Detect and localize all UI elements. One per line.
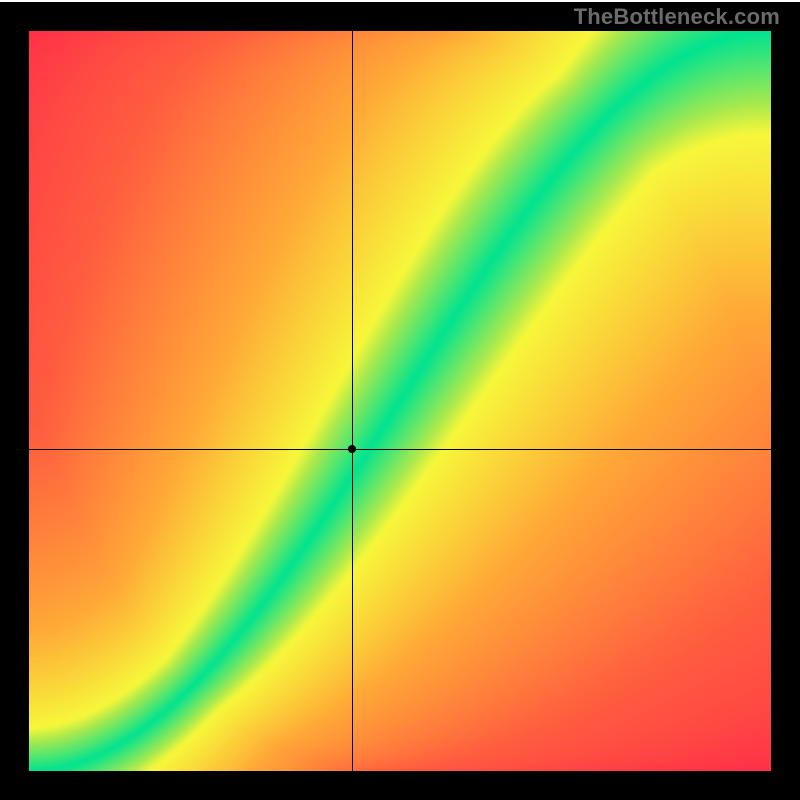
plot-border-right — [771, 31, 800, 771]
crosshair-horizontal — [29, 449, 771, 450]
crosshair-marker — [348, 445, 356, 453]
plot-border-left — [0, 31, 29, 771]
plot-border-bottom — [0, 771, 800, 800]
watermark-text: TheBottleneck.com — [574, 4, 780, 30]
crosshair-vertical — [352, 31, 353, 771]
bottleneck-heatmap — [29, 31, 771, 771]
